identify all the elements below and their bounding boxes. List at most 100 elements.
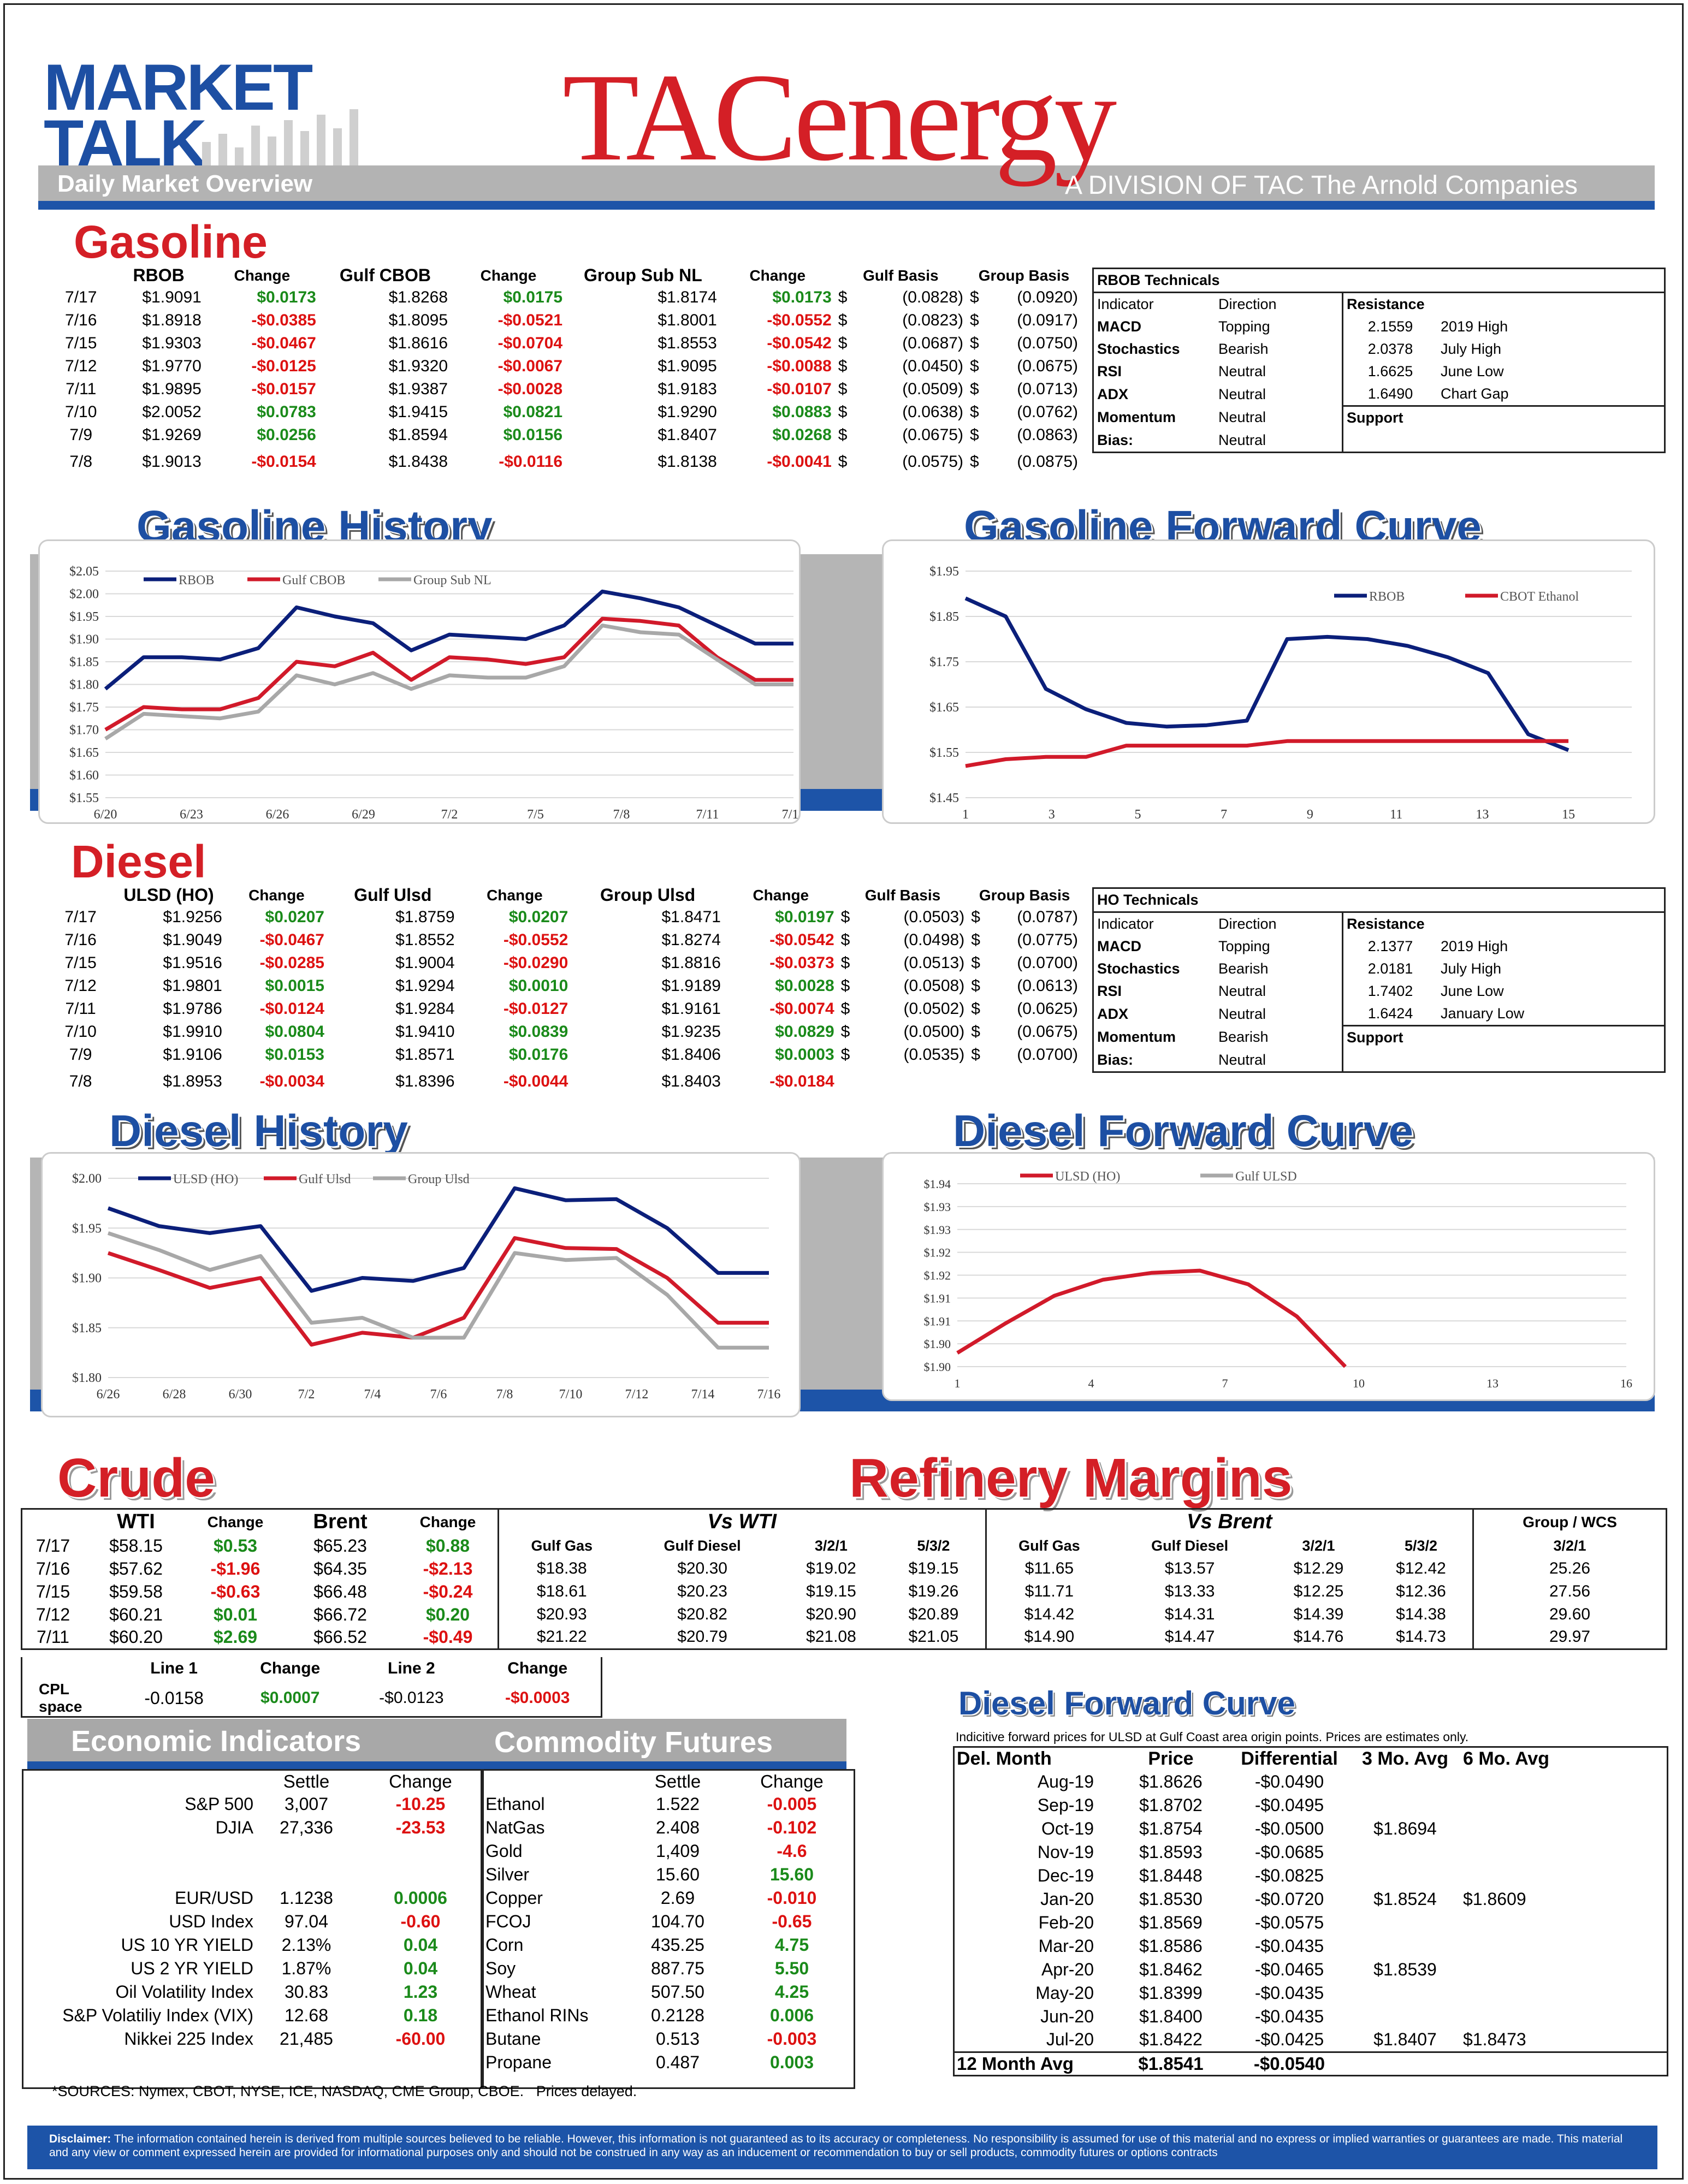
basis-value: (0.0502) [903, 1000, 965, 1018]
gasoline-table: RBOB Change Gulf CBOB Change Group Sub N… [49, 265, 1081, 477]
table-row: 7/17 $1.9256 $0.0207 $1.8759 $0.0207 $1.8471 $… [49, 906, 1081, 929]
currency-symbol: $ [838, 288, 848, 306]
commodity-name: Gold [485, 1841, 523, 1861]
dfc-month: Sep-19 [1037, 1795, 1094, 1815]
commodity-row: Wheat 507.50 4.25 [482, 1980, 854, 2004]
commodity-settle: 1.522 [655, 1794, 700, 1814]
tech-rows: MACD Topping 2.1559 2019 High Stochastics Bea… [1093, 316, 1665, 453]
series-line-1 [104, 616, 793, 732]
tech-note: 2019 High [1441, 318, 1508, 335]
cell-change: $0.53 [213, 1535, 258, 1556]
econ-row [23, 1839, 482, 1863]
cell-date: 7/10 [64, 1023, 97, 1041]
cpl-line1: -0.0158 [144, 1688, 204, 1708]
cell-change: -$0.24 [398, 1580, 499, 1603]
cell-gulf-basis [838, 1066, 968, 1097]
cell-price: $1.9415 [388, 403, 448, 421]
econ-label [23, 1839, 254, 1863]
dfc-row: Nov-19 $1.8593 -$0.0685 [954, 1841, 1668, 1864]
cell-margin: 25.26 [1549, 1559, 1591, 1577]
disclaimer-label: Disclaimer: [49, 2133, 111, 2145]
commodity-change: 0.006 [769, 2005, 814, 2025]
tech-row: RSI Neutral 1.6625 June Low [1093, 360, 1665, 383]
dfc-row: Sep-19 $1.8702 -$0.0495 [954, 1794, 1668, 1817]
table-row: 7/9 $1.9269 $0.0256 $1.8594 $0.0156 $1.8407 $0… [49, 424, 1081, 447]
cell-price: $60.21 [109, 1604, 163, 1624]
y-tick-label: $2.00 [69, 587, 99, 602]
tech-direction: Neutral [1215, 360, 1343, 383]
tech-note: January Low [1437, 1002, 1665, 1026]
tech-note [1437, 406, 1665, 430]
legend-label: Gulf ULSD [1235, 1170, 1297, 1184]
cell-price: $1.8816 [661, 954, 721, 972]
cell-change: -$0.0385 [251, 311, 316, 329]
cell-price: $1.8553 [658, 334, 717, 352]
econ-hdr-change: Change [389, 1771, 452, 1791]
cell-group-basis: $ (0.0917) [967, 309, 1081, 332]
series-line-2 [107, 1231, 769, 1350]
tech-level [1342, 429, 1437, 453]
x-tick-label: 6/30 [229, 1387, 252, 1402]
econ-change: -0.60 [400, 1912, 441, 1931]
basis-value: (0.0762) [1017, 403, 1078, 421]
cell-margin: $14.73 [1369, 1626, 1474, 1649]
commodity-change: -0.010 [767, 1888, 817, 1908]
basis-value: (0.0700) [1017, 954, 1078, 972]
dfc-6mo [1458, 1794, 1668, 1817]
commodity-row: NatGas 2.408 -0.102 [482, 1816, 854, 1839]
econ-settle: 21,485 [280, 2029, 333, 2049]
x-tick-label: 9 [1307, 808, 1313, 822]
cell-change: $0.88 [398, 1534, 499, 1557]
cell-date: 7/11 [66, 380, 97, 398]
table-row: 7/17 $58.15 $0.53 $65.23 $0.88 Gulf Gas Gulf D… [22, 1534, 1667, 1557]
commodity-row: Ethanol RINs 0.2128 0.006 [482, 2004, 854, 2027]
currency-symbol: $ [838, 311, 848, 329]
x-tick-label: 7 [1221, 808, 1227, 822]
series-line-2 [104, 624, 793, 741]
dfc-month: Feb-20 [1038, 1913, 1094, 1932]
dfc-diff: -$0.0435 [1254, 1983, 1324, 2003]
tech-row: Bias: Neutral [1093, 429, 1665, 453]
dfc-month: May-20 [1035, 1983, 1094, 2003]
basis-value: (0.0775) [1017, 931, 1078, 949]
cell-change: $0.0268 [772, 426, 832, 444]
cell-date: 7/16 [35, 1558, 70, 1578]
tech-hdr-resistance: Resistance [1347, 296, 1425, 312]
dfc-diff: -$0.0495 [1254, 1795, 1324, 1815]
currency-symbol: $ [971, 954, 980, 972]
cell-margin: 29.60 [1549, 1605, 1591, 1623]
basis-value: (0.0575) [902, 453, 963, 471]
cell-margin: $18.38 [536, 1559, 587, 1577]
y-tick-label: $2.05 [69, 565, 99, 579]
commodity-settle: 104.70 [651, 1912, 704, 1931]
cell-margin: $19.26 [882, 1580, 987, 1603]
vs-brent-header: Vs Brent [986, 1509, 1474, 1534]
legend-label: CBOT Ethanol [1500, 590, 1579, 604]
cell-change: $0.0197 [775, 908, 834, 926]
cell-change: -$0.0116 [499, 453, 563, 471]
cell-price: $1.8552 [395, 931, 455, 949]
cell-change: -$0.0704 [497, 334, 563, 352]
cell-group-basis: $ (0.0875) [967, 447, 1081, 477]
tech-level: 2.0378 [1367, 341, 1413, 357]
cell-price: $1.9895 [142, 380, 202, 398]
series-line-0 [104, 589, 793, 691]
dfc-3mo [1353, 1864, 1458, 1888]
table-row: 7/16 $57.62 -$1.96 $64.35 -$2.13 $18.38 $20.30… [22, 1557, 1667, 1580]
cell-price: $66.72 [313, 1604, 367, 1624]
dfc-diff: -$0.0500 [1254, 1819, 1324, 1838]
x-tick-label: 3 [1049, 808, 1055, 822]
dfc-hdr-diff: Differential [1241, 1748, 1338, 1769]
x-tick-label: 1 [962, 808, 969, 822]
cell-margin: $20.23 [677, 1582, 727, 1600]
cell-margin: $14.39 [1293, 1605, 1344, 1623]
margin-col-header: Gulf Diesel [1151, 1537, 1229, 1554]
commod-hdr-settle: Settle [654, 1771, 701, 1791]
tech-direction: Neutral [1215, 429, 1343, 453]
gasoline-title: Gasoline [74, 216, 268, 268]
tech-note [1437, 429, 1665, 453]
econ-label: S&P 500 [185, 1794, 253, 1814]
basis-value: (0.0787) [1017, 908, 1078, 926]
commodity-row: Propane 0.487 0.003 [482, 2051, 854, 2074]
margin-col-header: 5/3/2 [882, 1534, 987, 1557]
